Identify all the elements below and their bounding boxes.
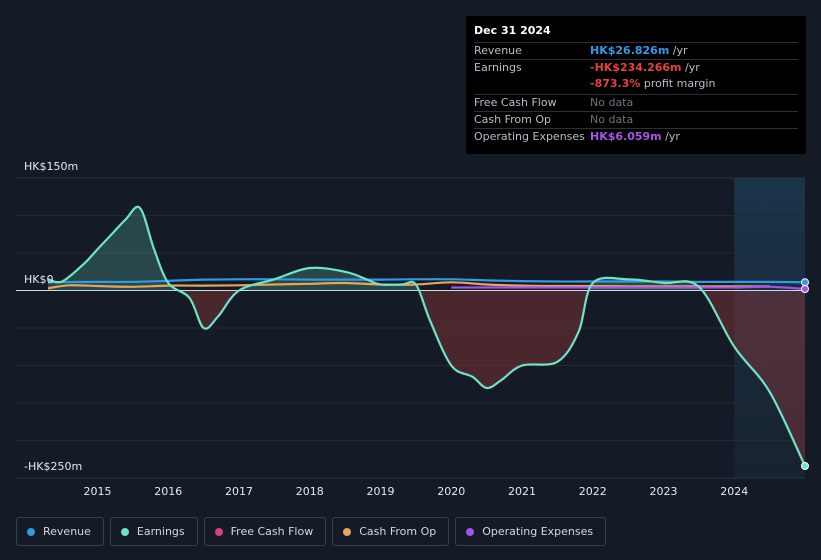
- legend-label: Earnings: [136, 525, 185, 538]
- earnings-end-marker: [801, 462, 809, 470]
- tooltip-row-label: Revenue: [474, 44, 522, 57]
- tooltip-row: -873.3% profit margin: [474, 76, 798, 93]
- tooltip-row-value: No data: [590, 112, 634, 126]
- legend-label: Revenue: [43, 525, 91, 538]
- operating-expenses-line: [451, 285, 806, 291]
- x-tick-label: 2023: [650, 485, 678, 498]
- chart-legend: Revenue Earnings Free Cash Flow Cash From O…: [16, 517, 607, 546]
- tooltip-row-label: Free Cash Flow: [474, 95, 557, 109]
- revenue-end-marker: [801, 278, 809, 287]
- y-axis-bottom-label: -HK$250m: [24, 460, 83, 473]
- y-axis-zero-label: HK$0: [24, 273, 54, 286]
- tooltip-panel: Dec 31 2024 Revenue HK$26.826m /yr Earning…: [466, 16, 806, 154]
- tooltip-row-value: -873.3% profit margin: [590, 77, 716, 91]
- earnings-positive-area: [48, 206, 805, 291]
- tooltip-row: Operating Expenses HK$6.059m /yr: [474, 127, 798, 145]
- earnings-line: [47, 205, 806, 467]
- legend-dot-icon: [214, 527, 223, 536]
- legend-item-operating-expenses[interactable]: Operating Expenses: [455, 517, 607, 546]
- legend-dot-icon: [466, 527, 475, 536]
- chart-canvas: 2015 2016 2017 2018 2019 2020 2021 2022 2023 2024: [16, 177, 809, 498]
- tooltip-row-value: No data: [590, 95, 634, 109]
- legend-dot-icon: [343, 527, 352, 536]
- legend-item-cash-from-op[interactable]: Cash From Op: [332, 517, 450, 546]
- x-tick-label: 2024: [720, 485, 748, 498]
- x-tick-label: 2015: [84, 485, 112, 498]
- x-tick-label: 2016: [154, 485, 182, 498]
- legend-label: Free Cash Flow: [230, 525, 314, 538]
- legend-dot-icon: [120, 527, 129, 536]
- x-tick-label: 2019: [367, 485, 395, 498]
- tooltip-row-label: Operating Expenses: [474, 129, 585, 143]
- operating-expenses-end-marker: [801, 285, 809, 293]
- legend-dot-icon: [27, 527, 35, 536]
- legend-label: Cash From Op: [359, 525, 437, 538]
- x-tick-label: 2021: [508, 485, 536, 498]
- tooltip-row-label: [474, 76, 590, 93]
- x-tick-label: 2020: [437, 485, 465, 498]
- earnings-negative-area: [179, 291, 805, 466]
- tooltip-row-value: HK$6.059m /yr: [590, 129, 680, 143]
- x-tick-label: 2018: [296, 485, 324, 498]
- legend-item-free-cash-flow[interactable]: Free Cash Flow: [203, 517, 327, 546]
- tooltip-row: Revenue HK$26.826m /yr: [474, 42, 798, 59]
- legend-item-revenue[interactable]: Revenue: [16, 517, 104, 546]
- tooltip-row: Free Cash Flow No data: [474, 93, 798, 111]
- x-tick-label: 2022: [579, 485, 607, 498]
- tooltip-row: Cash From Op No data: [474, 110, 798, 128]
- tooltip-row: Earnings -HK$234.266m /yr: [474, 59, 798, 76]
- tooltip-rows: Revenue HK$26.826m /yr Earnings -HK$234.266…: [474, 42, 798, 145]
- legend-label: Operating Expenses: [482, 525, 594, 538]
- tooltip-row-value: -HK$234.266m /yr: [590, 61, 700, 75]
- tooltip-date: Dec 31 2024: [474, 24, 551, 37]
- tooltip-row-value: HK$26.826m /yr: [590, 44, 688, 57]
- y-axis-top-label: HK$150m: [24, 160, 79, 173]
- tooltip-row-label: Earnings: [474, 61, 522, 75]
- x-tick-label: 2017: [225, 485, 253, 498]
- tooltip-row-label: Cash From Op: [474, 112, 552, 126]
- legend-item-earnings[interactable]: Earnings: [109, 517, 198, 546]
